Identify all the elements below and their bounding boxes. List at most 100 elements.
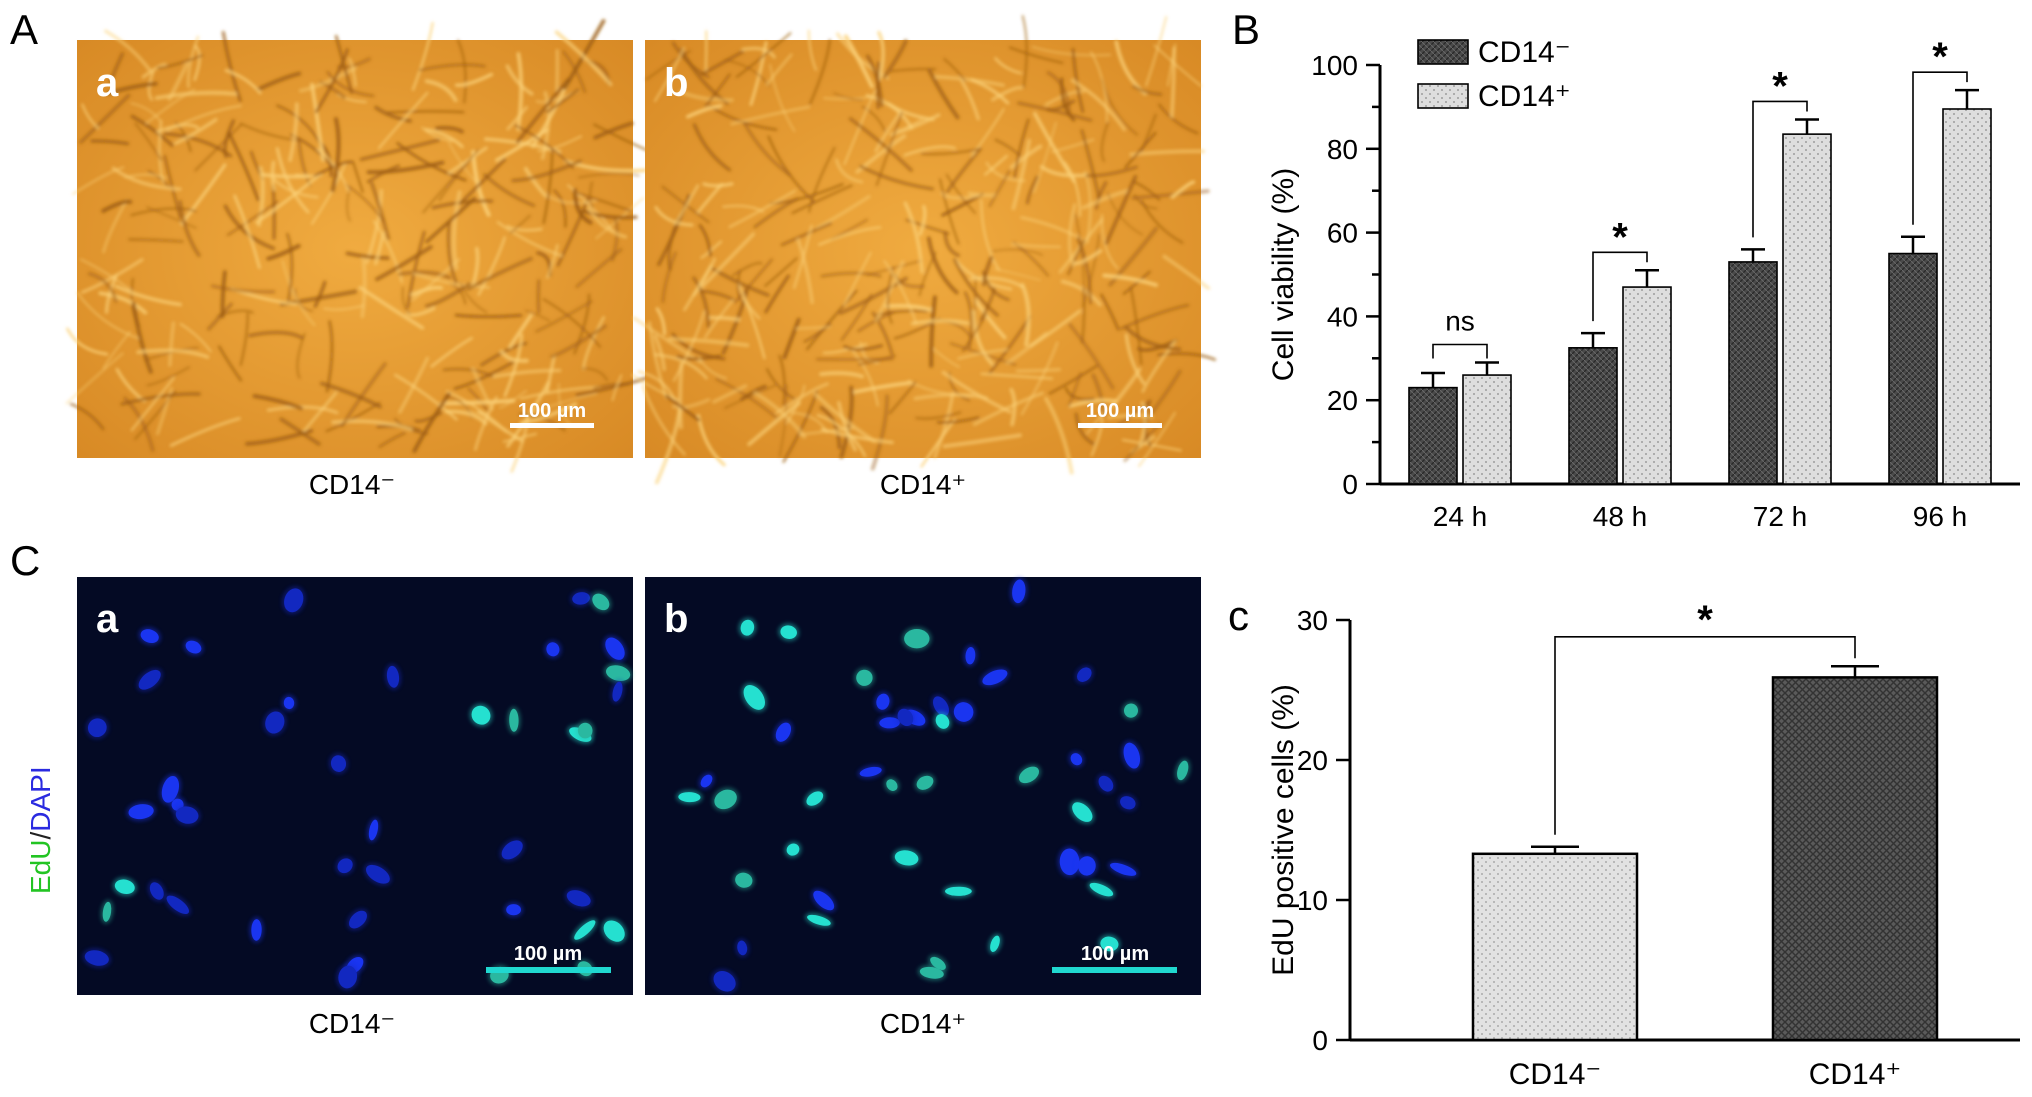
cell: [672, 398, 711, 410]
bar: [1471, 852, 1639, 1042]
cell: [375, 245, 433, 282]
cell: [657, 194, 691, 266]
cell: [499, 349, 529, 363]
nucleus: [935, 713, 950, 729]
significance-bracket: [1912, 71, 1968, 225]
cell: [730, 105, 811, 126]
cell: [702, 182, 734, 188]
cell: [442, 367, 494, 378]
cell: [299, 66, 357, 93]
cell: [631, 373, 680, 402]
bar: [1771, 676, 1939, 1042]
cell: [154, 90, 238, 100]
cell: [1102, 273, 1159, 287]
cell: [147, 170, 170, 188]
cell: [870, 394, 889, 471]
y-axis-label: Cell viability (%): [1267, 168, 1300, 381]
caption-cd14-pos-bottom: CD14⁺: [880, 1008, 966, 1039]
significance-label: *: [1932, 35, 1948, 79]
y-tick-label: 10: [1297, 885, 1328, 916]
cell: [266, 243, 301, 261]
cell: [221, 30, 242, 103]
cell: [1067, 239, 1086, 276]
cell: [1067, 372, 1082, 407]
nucleus: [1089, 882, 1114, 897]
cell: [1070, 78, 1127, 132]
cell: [412, 272, 491, 289]
cell: [1048, 364, 1099, 395]
cell: [972, 391, 1045, 426]
cell: [101, 199, 133, 213]
cell: [724, 384, 776, 409]
cell: [1015, 368, 1062, 373]
cell: [749, 41, 768, 106]
cell: [961, 313, 988, 353]
cell: [286, 232, 294, 305]
cell: [525, 393, 598, 416]
cell: [1021, 15, 1028, 89]
cell: [704, 30, 708, 73]
cell: [741, 46, 776, 59]
cell: [945, 173, 976, 214]
nucleus: [574, 920, 596, 940]
cell: [65, 352, 124, 405]
cell: [704, 299, 734, 339]
nucleus: [185, 640, 202, 654]
cell: [593, 123, 649, 152]
cell: [81, 258, 144, 294]
cell: [573, 188, 593, 225]
cell: [467, 387, 489, 412]
cell: [186, 35, 200, 89]
nucleus: [102, 901, 112, 922]
cell: [1068, 322, 1115, 390]
cell: [540, 91, 551, 160]
cell: [104, 29, 152, 72]
nucleus: [84, 950, 109, 966]
nucleus: [114, 879, 135, 894]
cell: [882, 39, 908, 79]
y-axis-label: EdU positive cells (%): [1267, 684, 1300, 976]
nucleus: [714, 789, 737, 810]
cell: [1130, 286, 1143, 365]
cell: [843, 89, 876, 166]
cell: [1081, 288, 1086, 344]
panel-label-c-upper: C: [10, 537, 40, 584]
cell: [835, 158, 864, 184]
cell: [123, 396, 155, 452]
cell: [458, 157, 507, 206]
nucleus: [283, 696, 295, 710]
nucleus: [932, 696, 950, 717]
cell: [550, 324, 607, 359]
cell: [791, 184, 853, 214]
cell: [1085, 165, 1138, 178]
cell: [374, 105, 412, 123]
cell: [331, 419, 413, 432]
y-tick-label: 80: [1327, 134, 1358, 165]
cell: [678, 89, 734, 102]
caption-cd14-pos-top: CD14⁺: [880, 469, 966, 500]
nucleus: [368, 819, 379, 841]
cell: [843, 344, 883, 352]
significance-label: ns: [1445, 305, 1475, 336]
nucleus: [87, 718, 107, 738]
cell: [1104, 174, 1138, 245]
cell: [815, 195, 871, 230]
edu-positive-chart: 0 10 20 30 EdU positive cells (%) CD14⁻ CD14⁺ *: [1267, 598, 2020, 1091]
cell: [1145, 15, 1168, 87]
cell: [266, 405, 339, 415]
y-tick-label: 40: [1327, 301, 1358, 332]
cell: [545, 88, 580, 114]
nucleus: [603, 920, 625, 942]
cell: [1010, 243, 1062, 248]
nucleus: [945, 886, 972, 896]
cell: [370, 181, 391, 241]
cell: [424, 128, 464, 149]
cell: [874, 110, 903, 153]
cell: [866, 259, 923, 277]
cell: [782, 390, 818, 463]
cell: [453, 361, 515, 390]
cell: [447, 146, 488, 175]
nucleus: [806, 791, 824, 806]
cell: [536, 279, 541, 314]
cell: [224, 69, 262, 95]
